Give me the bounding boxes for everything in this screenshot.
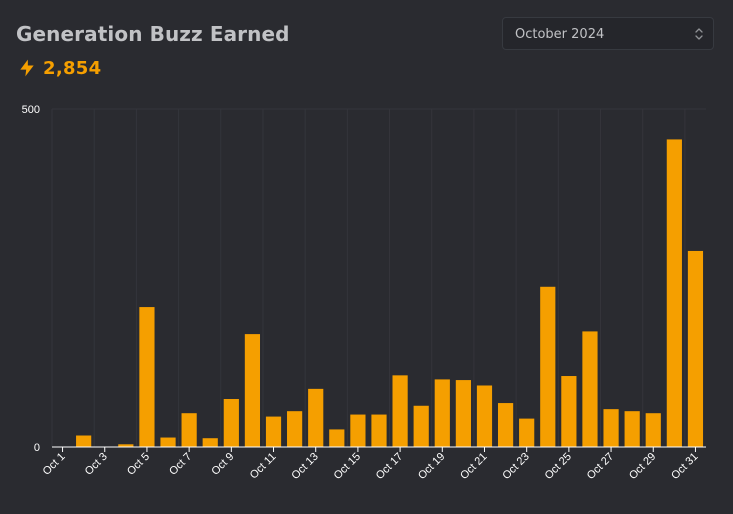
bar-oct-14[interactable] (329, 429, 345, 447)
y-tick-label: 0 (34, 442, 40, 454)
x-tick-label: Oct 1 (41, 451, 68, 478)
bar-oct-4[interactable] (118, 444, 134, 447)
bar-oct-16[interactable] (371, 414, 387, 447)
bar-oct-18[interactable] (413, 405, 429, 447)
x-tick-label: Oct 11 (248, 451, 279, 482)
bar-oct-13[interactable] (308, 388, 324, 447)
x-tick-label: Oct 17 (374, 451, 405, 482)
bar-oct-21[interactable] (476, 385, 493, 447)
x-tick-label: Oct 19 (416, 451, 447, 482)
bar-oct-23[interactable] (519, 418, 535, 447)
bar-oct-27[interactable] (603, 409, 619, 447)
bar-oct-17[interactable] (392, 375, 408, 447)
bar-oct-5[interactable] (139, 307, 155, 447)
bar-oct-10[interactable] (244, 334, 261, 447)
bar-oct-25[interactable] (561, 376, 577, 447)
x-tick-label: Oct 21 (458, 451, 489, 482)
x-tick-label: Oct 23 (500, 451, 531, 482)
y-tick-label: 500 (22, 104, 40, 116)
x-tick-label: Oct 31 (669, 451, 700, 482)
bar-oct-30[interactable] (666, 139, 682, 448)
bar-oct-7[interactable] (181, 413, 197, 447)
bar-oct-11[interactable] (265, 416, 282, 447)
bar-oct-20[interactable] (455, 380, 471, 447)
bar-oct-6[interactable] (160, 437, 176, 447)
x-tick-label: Oct 9 (209, 451, 236, 478)
bar-oct-9[interactable] (223, 399, 239, 447)
bar-oct-19[interactable] (434, 379, 450, 447)
chart-grid (51, 108, 706, 448)
x-tick-label: Oct 27 (585, 451, 616, 482)
buzz-total: 2,854 (17, 56, 101, 80)
buzz-total-value: 2,854 (43, 57, 102, 79)
x-tick-label: Oct 13 (289, 451, 320, 482)
bar-oct-28[interactable] (624, 411, 640, 447)
bar-oct-12[interactable] (287, 411, 303, 447)
x-tick-label: Oct 7 (167, 451, 194, 478)
bar-oct-24[interactable] (540, 286, 556, 447)
bar-oct-2[interactable] (76, 435, 92, 447)
bar-oct-26[interactable] (582, 331, 598, 447)
x-tick-label: Oct 29 (627, 451, 658, 482)
x-tick-label: Oct 3 (83, 451, 110, 478)
bar-oct-29[interactable] (645, 413, 661, 447)
x-tick-label: Oct 15 (332, 451, 363, 482)
x-tick-label: Oct 25 (543, 451, 574, 482)
page-title: Generation Buzz Earned (16, 22, 290, 46)
bar-oct-8[interactable] (202, 438, 218, 447)
lightning-bolt-icon (20, 59, 34, 77)
chevron-up-down-icon (695, 28, 703, 40)
bar-oct-31[interactable] (687, 250, 704, 447)
chart-bars (76, 139, 704, 448)
bar-oct-22[interactable] (497, 403, 514, 447)
x-tick-label: Oct 5 (125, 451, 152, 478)
bar-oct-15[interactable] (350, 414, 366, 447)
month-select-value: October 2024 (515, 27, 605, 42)
month-select[interactable]: October 2024 (502, 17, 714, 50)
